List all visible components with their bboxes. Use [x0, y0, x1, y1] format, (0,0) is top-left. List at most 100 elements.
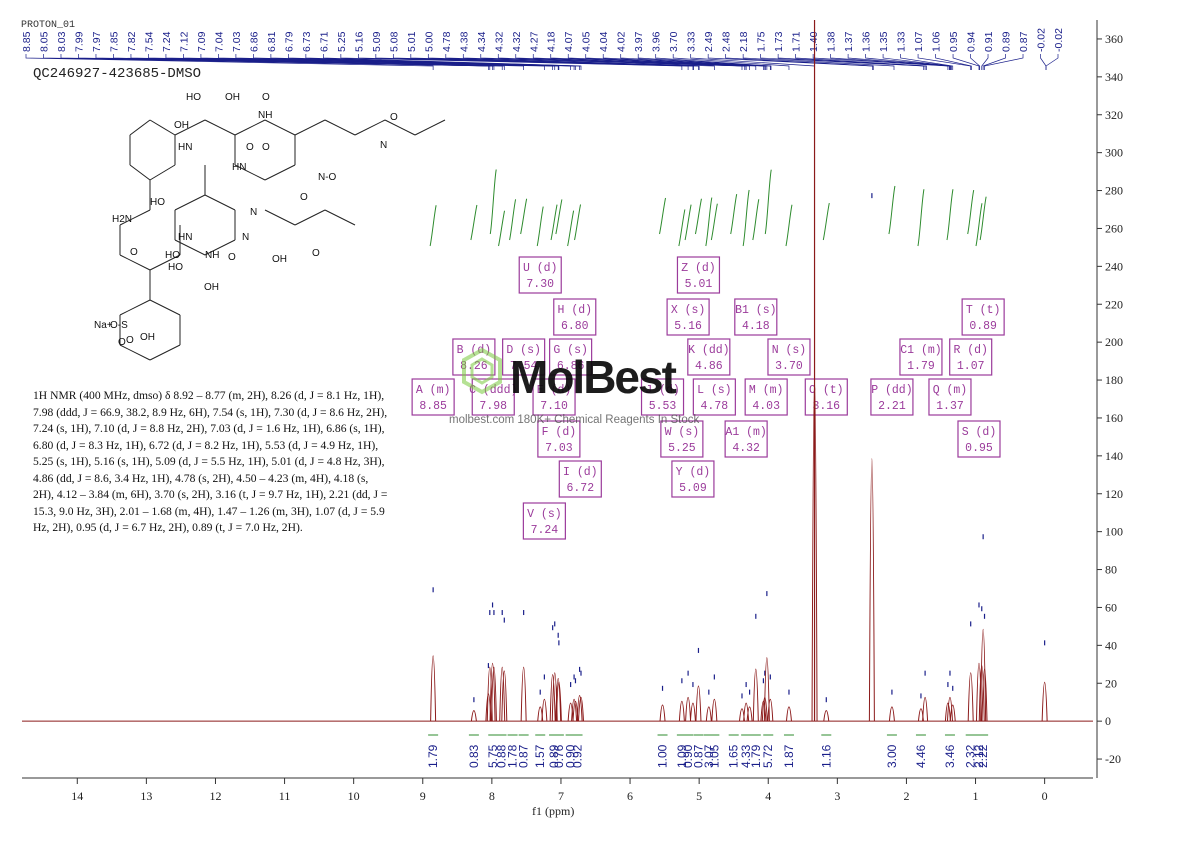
multiplet-label: I (d) — [563, 466, 598, 479]
y-tick-label: 180 — [1105, 373, 1123, 387]
structure-atom-label: O — [228, 252, 236, 263]
multiplet-box: I (d) 6.72 — [558, 460, 602, 498]
peak-leader-line — [323, 54, 582, 70]
peak-list-label: 1.75 — [756, 31, 768, 52]
peak-leader-line — [620, 54, 768, 70]
peak-leader-line — [1045, 54, 1059, 70]
spectrum-peak — [981, 668, 988, 722]
peak-leader-line — [585, 54, 766, 70]
x-tick-label: 12 — [209, 789, 221, 803]
multiplet-box-frame — [734, 298, 778, 336]
multiplet-shift: 0.95 — [965, 442, 993, 455]
peak-list-label: 6.73 — [301, 31, 313, 52]
peak-leader-line — [812, 54, 949, 70]
multiplet-shift: 7.03 — [545, 442, 573, 455]
integral-curve — [536, 206, 544, 247]
peak-list-label: 7.54 — [143, 31, 155, 52]
integral-curve — [498, 210, 506, 247]
peak-list-label: 4.38 — [458, 31, 470, 52]
spectrum-peak — [489, 663, 496, 722]
integral-value: 0.89 — [547, 744, 561, 768]
multiplet-label: Y (d) — [676, 466, 711, 479]
multiplet-box: U (d) 7.30 — [518, 256, 562, 294]
multiplet-shift: 1.79 — [907, 360, 935, 373]
y-tick-label: 340 — [1105, 70, 1123, 84]
integral-value: 3.00 — [885, 744, 899, 768]
multiplet-box-frame — [957, 420, 1001, 458]
peak-leader-line — [602, 54, 766, 70]
structure-bond — [384, 119, 416, 136]
peak-leader-line — [952, 54, 980, 70]
peak-leader-line — [742, 54, 895, 70]
peak-list-label: 1.33 — [896, 31, 908, 52]
peak-leader-line — [637, 54, 771, 70]
spectrum-peak — [705, 706, 712, 722]
peak-list-label: 8.03 — [56, 31, 68, 52]
peak-list-label: 6.81 — [266, 31, 278, 52]
x-tick-label: 14 — [71, 789, 83, 803]
multiplet-shift: 7.24 — [531, 524, 559, 537]
multiplet-label: A (m) — [416, 384, 451, 397]
spectrum-peak — [567, 702, 574, 722]
integral-curves — [429, 169, 987, 247]
peak-leader-line — [830, 54, 950, 70]
sample-id: QC246927-423685-DMSO — [33, 66, 202, 82]
multiplet-label: P (dd) — [871, 384, 912, 397]
integral-curve — [684, 204, 692, 241]
peak-list-label: 4.27 — [528, 31, 540, 52]
spectrum-peak — [571, 698, 578, 722]
peak-leader-line — [847, 54, 951, 70]
multiplet-box-frame — [522, 502, 566, 540]
multiplet-box: V (s) 7.24 — [522, 502, 566, 540]
multiplet-shift: 4.32 — [732, 442, 760, 455]
structure-atom-label: N — [250, 207, 257, 218]
structure-bond — [119, 209, 151, 226]
peak-list-label: 7.85 — [108, 31, 120, 52]
structure-atom-label: Na+ — [94, 320, 113, 331]
multiplet-box-frame — [870, 378, 914, 416]
integral-value: 5.72 — [761, 744, 775, 768]
multiplet-label: M (m) — [749, 384, 784, 397]
multiplet-box: R (d) 1.07 — [949, 338, 993, 376]
spectrum-peak — [767, 698, 774, 722]
x-tick-label: 3 — [834, 789, 840, 803]
integral-curve — [520, 198, 528, 235]
structure-atom-label: OH — [140, 332, 155, 343]
structure-atom-label: O — [130, 247, 138, 258]
spectrum-peak — [752, 668, 759, 722]
spectrum-peak — [763, 657, 770, 722]
spectrum-peak — [944, 702, 951, 722]
spectrum-peak — [746, 706, 753, 722]
peak-list-label: 5.16 — [353, 31, 365, 52]
spectrum-peak — [678, 700, 685, 722]
watermark-subtitle: molbest.com 180K+ Chemical Reagents In S… — [449, 414, 700, 426]
structure-bond — [204, 194, 236, 211]
multiplet-box: F (d) 7.03 — [537, 420, 581, 458]
peak-list-label: 2.48 — [721, 31, 733, 52]
structure-bond — [294, 119, 326, 136]
multiplet-label: J (d) — [645, 384, 680, 397]
structure-bond — [149, 164, 176, 181]
multiplet-label: N (s) — [772, 344, 807, 357]
spectrum-peak — [501, 670, 508, 722]
peak-leader-line — [970, 54, 981, 70]
multiplet-label: B (d) — [457, 344, 492, 357]
multiplet-boxes: A (m)8.85B (d)8.26C (ddd)7.98D (s)7.54E … — [411, 256, 1005, 540]
y-tick-label: -20 — [1105, 752, 1121, 766]
integral-curve — [555, 199, 563, 235]
multiplet-label: W (s) — [665, 426, 700, 439]
x-tick-label: 5 — [696, 789, 702, 803]
multiplet-shift: 6.80 — [561, 320, 589, 333]
structure-atom-label: OH — [204, 282, 219, 293]
multiplet-box-frame — [899, 338, 943, 376]
y-tick-label: 120 — [1105, 487, 1123, 501]
structure-atom-label: HO — [150, 197, 165, 208]
integral-curve — [509, 199, 517, 241]
structure-bond — [204, 239, 236, 256]
x-tick-label: 0 — [1042, 789, 1048, 803]
peak-list-label: 5.08 — [388, 31, 400, 52]
multiplet-label: K (dd) — [688, 344, 729, 357]
spectrum-peak — [760, 700, 767, 722]
structure-atom-label: N — [242, 232, 249, 243]
